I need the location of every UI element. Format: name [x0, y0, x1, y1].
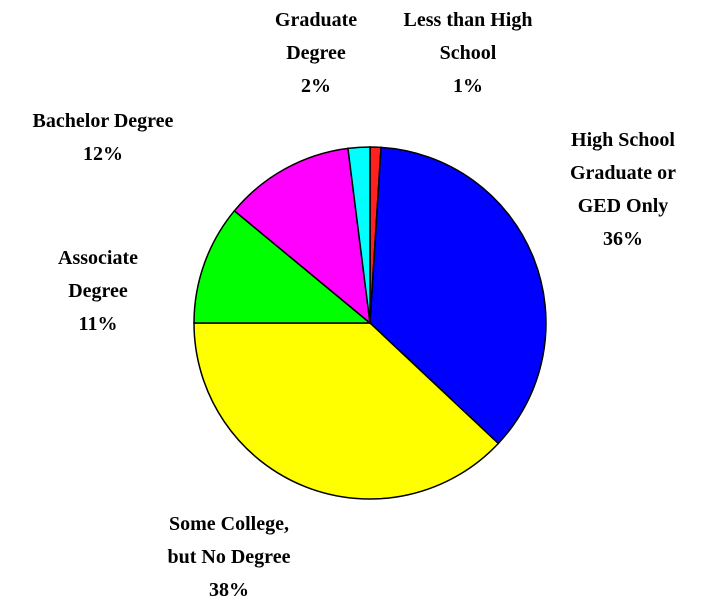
slice-label: Graduate Degree: [274, 9, 358, 64]
pie-slice: [193, 209, 373, 324]
slice-percent: 36%: [603, 228, 643, 250]
slice-percent: 11%: [78, 313, 118, 335]
slice-label: Some College, but No Degree: [167, 513, 291, 568]
slice-percent: 1%: [453, 75, 483, 97]
slice-label: Less than High School: [403, 9, 533, 64]
pie-slice: [347, 146, 371, 324]
pie-slice: [193, 322, 500, 500]
slice-percent: 2%: [301, 75, 331, 97]
slice-label: High School Graduate or GED Only: [569, 129, 677, 217]
pie-slice: [233, 147, 371, 325]
slice-percent: 12%: [83, 143, 123, 165]
slice-label: Bachelor Degree: [32, 110, 174, 132]
slice-percent: 38%: [209, 579, 249, 601]
pie-slice: [369, 146, 547, 445]
slice-label: Associate Degree: [58, 247, 138, 302]
